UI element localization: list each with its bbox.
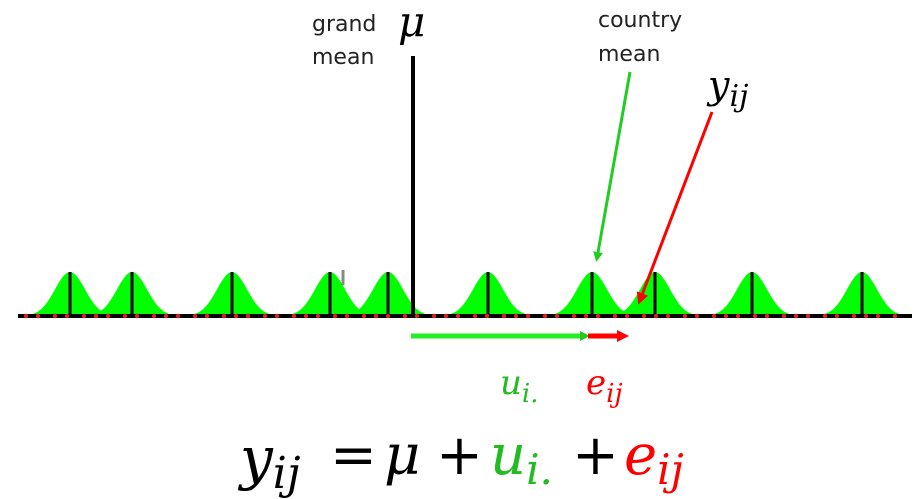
observation-point [484, 313, 490, 319]
country-mean-pointer-arrow [593, 71, 632, 262]
observation-point [64, 313, 70, 319]
observation-point [542, 313, 548, 319]
observation-point [455, 313, 461, 319]
observation-point [332, 313, 338, 319]
model-equation: yij = μ + ui. + eij [237, 423, 684, 499]
observation-point [875, 313, 881, 319]
country-mean-label-line1: country [598, 8, 682, 33]
observation-point [641, 313, 647, 319]
observation-point [344, 313, 350, 319]
observation-point [93, 313, 99, 319]
observation-point [711, 313, 717, 319]
grand-mean-label-line1: grand [312, 12, 376, 37]
observation-point [35, 313, 41, 319]
yij-label: yij [706, 63, 748, 114]
observation-point [274, 313, 280, 319]
observation-point [805, 313, 811, 319]
equation-e: eij [624, 423, 684, 494]
observation-point [221, 313, 227, 319]
equation-mu: μ [384, 423, 420, 488]
observation-point [233, 313, 239, 319]
observation-point [863, 313, 869, 319]
observation-point [822, 313, 828, 319]
observation-point [402, 313, 408, 319]
equation-u: ui. [490, 423, 553, 494]
observation-point [245, 313, 251, 319]
country-mean-label-line2: mean [598, 42, 660, 67]
observation-point [414, 313, 420, 319]
e-residual-label: eij [586, 363, 623, 409]
observation-point [851, 313, 857, 319]
observation-point [723, 313, 729, 319]
observation-point [793, 313, 799, 319]
grand-mean-label-line2: mean [312, 45, 374, 70]
observation-pointer-arrow [636, 111, 714, 305]
mu-symbol: μ [398, 0, 425, 46]
observation-point [431, 313, 437, 319]
observation-point [361, 313, 367, 319]
observation-point [175, 313, 181, 319]
equation-equals: = [330, 423, 377, 488]
observation-point [81, 313, 87, 319]
observation-point [525, 313, 531, 319]
observation-point [192, 313, 198, 319]
observation-point [385, 313, 391, 319]
observation-point [612, 313, 618, 319]
observation-point [694, 313, 700, 319]
observation-point [665, 313, 671, 319]
equation-lhs: yij [237, 424, 301, 499]
observation-point [373, 313, 379, 319]
observation-point [151, 313, 157, 319]
observation-point [554, 313, 560, 319]
equation-plus-1: + [436, 423, 483, 488]
observation-point [892, 313, 898, 319]
observation-point [781, 313, 787, 319]
observation-point [653, 313, 659, 319]
observation-point [52, 313, 58, 319]
observation-point [513, 313, 519, 319]
observation-point [122, 313, 128, 319]
u-effect-label: ui. [500, 363, 539, 409]
observation-point [472, 313, 478, 319]
observation-point [291, 313, 297, 319]
observation-point [735, 313, 741, 319]
observation-point [134, 313, 140, 319]
observation-point [583, 313, 589, 319]
observation-point [501, 313, 507, 319]
observation-point [682, 313, 688, 319]
observation-point [595, 313, 601, 319]
observation-point [204, 313, 210, 319]
observation-point [163, 313, 169, 319]
observation-point [624, 313, 630, 319]
equation-plus-2: + [572, 423, 619, 488]
observation-point [834, 313, 840, 319]
country-distributions [22, 270, 910, 316]
observation-point [752, 313, 758, 319]
observation-point [105, 313, 111, 319]
observation-point [315, 313, 321, 319]
observation-point [262, 313, 268, 319]
observation-point [303, 313, 309, 319]
observation-point [571, 313, 577, 319]
observation-point [764, 313, 770, 319]
observation-point [23, 313, 29, 319]
observation-points [23, 313, 898, 319]
observation-point [443, 313, 449, 319]
